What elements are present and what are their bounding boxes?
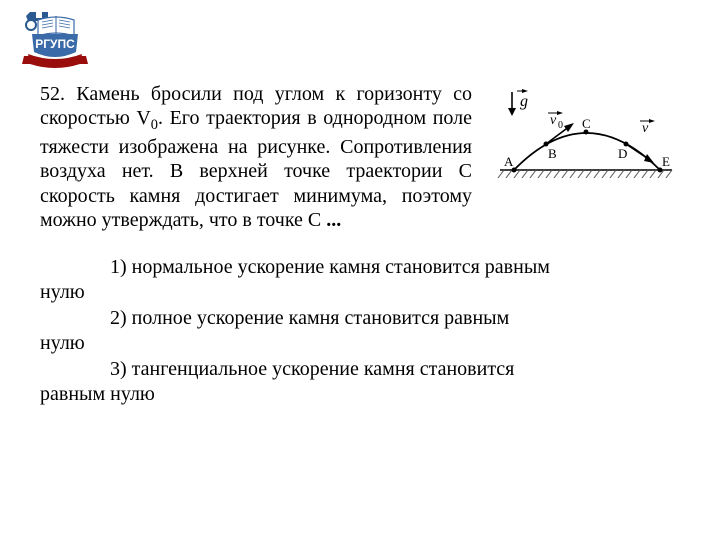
answer-3-cont: равным нулю	[40, 382, 680, 408]
answer-2-text: полное ускорение камня становится равным	[132, 307, 510, 329]
svg-text:0: 0	[558, 120, 563, 131]
university-logo: РГУПС	[18, 8, 88, 70]
svg-text:B: B	[548, 146, 557, 161]
logo-text: РГУПС	[35, 37, 75, 51]
svg-text:g: g	[520, 93, 528, 110]
svg-text:v: v	[642, 121, 649, 136]
question-ellipsis: ...	[326, 209, 341, 231]
svg-text:E: E	[662, 154, 670, 169]
v0-subscript: 0	[151, 117, 158, 133]
answer-1-num: 1)	[110, 256, 127, 278]
answer-2: 2) полное ускорение камня становится рав…	[40, 306, 680, 332]
answer-1-cont: нулю	[40, 280, 680, 306]
answer-1: 1) нормальное ускорение камня становится…	[40, 255, 680, 281]
answer-3-num: 3)	[110, 358, 127, 380]
answer-3-text: тангенциальное ускорение камня становитс…	[132, 358, 515, 380]
question-text: 52. Камень бросили под углом к горизонту…	[40, 82, 472, 233]
trajectory-figure: g	[490, 82, 680, 233]
content-area: 52. Камень бросили под углом к горизонту…	[40, 82, 680, 408]
answers-block: 1) нормальное ускорение камня становится…	[40, 255, 680, 409]
question-number: 52.	[40, 83, 65, 105]
answer-2-cont: нулю	[40, 331, 680, 357]
svg-text:D: D	[618, 146, 627, 161]
answer-2-num: 2)	[110, 307, 127, 329]
question-row: 52. Камень бросили под углом к горизонту…	[40, 82, 680, 233]
svg-text:C: C	[582, 116, 591, 131]
answer-1-text: нормальное ускорение камня становится ра…	[132, 256, 550, 278]
answer-3: 3) тангенциальное ускорение камня станов…	[40, 357, 680, 383]
svg-text:v: v	[550, 113, 557, 128]
svg-text:A: A	[504, 154, 514, 169]
